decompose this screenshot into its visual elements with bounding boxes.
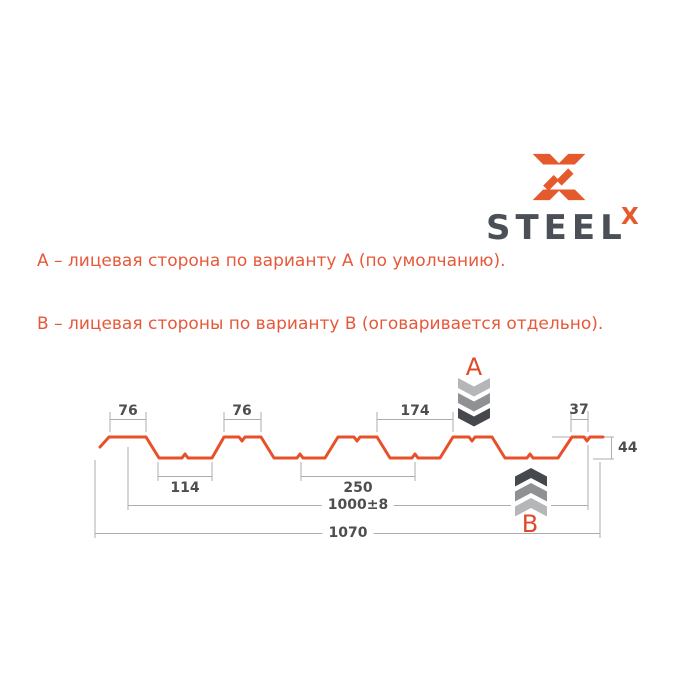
logo-arm-bottom-right	[557, 189, 586, 201]
dim-label-76-mid: 76	[232, 403, 252, 419]
chevron-a-dark	[458, 408, 490, 427]
profile-outline	[98, 435, 605, 460]
logo-s-band-lower	[543, 175, 559, 191]
note-variant-a: А – лицевая сторона по варианту А (по ум…	[37, 251, 506, 271]
chevron-b-light	[515, 498, 547, 517]
dim-label-1070: 1070	[322, 526, 374, 540]
dimension-line-76-left	[109, 412, 147, 432]
chevron-b-dark	[515, 468, 547, 487]
dim-label-250: 250	[343, 480, 373, 496]
dimension-line-76-mid	[223, 412, 262, 432]
note-variant-b: В – лицевая стороны по варианту В (огова…	[37, 314, 604, 334]
dim-label-1000: 1000±8	[321, 498, 395, 512]
dimension-line-114	[157, 462, 213, 481]
chevron-down-icon	[458, 378, 490, 427]
dim-label-174: 174	[400, 403, 430, 419]
chevron-up-icon	[515, 468, 547, 517]
logo-wordmark: STEEL	[486, 208, 627, 248]
logo-arm-top-right	[557, 153, 586, 165]
dimension-line-174	[376, 412, 454, 432]
logo-wordmark-superscript-x: X	[621, 204, 639, 230]
chevron-b-mid	[515, 483, 547, 502]
marker-b-label: В	[521, 510, 539, 538]
dimension-line-250	[300, 462, 416, 481]
chevron-a-light	[458, 378, 490, 397]
dim-label-37: 37	[569, 402, 589, 418]
logo-s-band-upper	[556, 168, 574, 186]
dimension-line-37	[570, 411, 589, 432]
steelx-logo: STEEL X	[0, 0, 700, 260]
dim-label-114: 114	[170, 480, 200, 496]
logo-arm-top-left	[532, 153, 561, 165]
chevron-a-mid	[458, 393, 490, 412]
logo-arm-bottom-left	[532, 189, 561, 201]
dim-label-44: 44	[618, 440, 638, 456]
steelx-logo-icon	[532, 153, 586, 201]
marker-a-label: А	[465, 353, 483, 381]
dim-label-76-left: 76	[118, 403, 138, 419]
